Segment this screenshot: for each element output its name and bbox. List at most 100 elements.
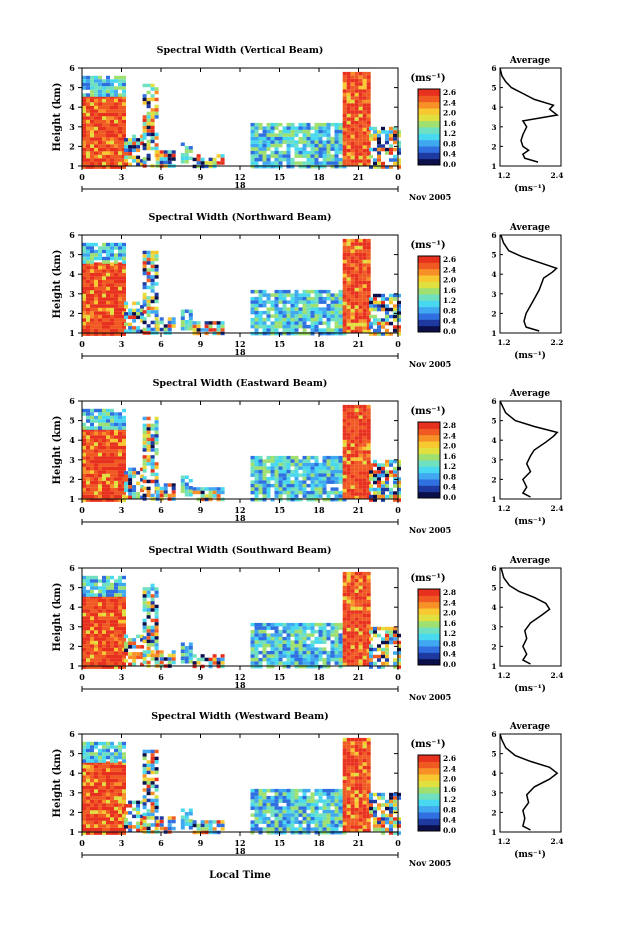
heatmap-cell [94,806,98,811]
avg-x-tick-label: 1.2 [497,338,510,347]
heatmap-cell [106,741,110,746]
heatmap-cell [86,589,90,593]
heatmap-cell [114,664,118,669]
heatmap-cell [106,286,110,290]
heatmap-cell [350,609,355,614]
heatmap-cell [369,300,373,304]
heatmap-cell [302,150,307,155]
heatmap-cell [354,304,359,309]
heatmap-cell [150,118,155,123]
heatmap-cell [358,637,363,642]
heatmap-cell [114,147,118,152]
heatmap-cell [286,629,291,633]
heatmap-cell [110,752,114,756]
heatmap-cell [389,640,393,644]
heatmap-cell [154,253,159,258]
heatmap-cell [122,745,126,749]
colorbar-segment [418,95,440,103]
heatmap-cell [310,147,315,151]
heatmap-cell [294,133,299,137]
heatmap-cell [106,768,110,772]
heatmap-cell [118,422,122,427]
heatmap-cell [350,415,355,419]
heatmap-cell [362,616,367,621]
heatmap-cell [346,266,351,270]
heatmap-cell [102,578,106,583]
heatmap-cell [90,748,94,753]
heatmap-cell [342,106,347,111]
heatmap-cell [154,767,159,771]
heatmap-cell [82,272,86,276]
heatmap-cell [146,784,151,789]
heatmap-cell [102,331,106,336]
heatmap-cell [122,154,126,159]
heatmap-cell [342,290,347,295]
heatmap-cell [286,320,291,325]
heatmap-cell [282,455,287,460]
heatmap-cell [274,795,279,800]
heatmap-cell [132,318,137,323]
heatmap-cell [318,306,323,311]
heatmap-cell [90,741,94,746]
heatmap-cell [90,452,94,457]
heatmap-cell [338,636,343,640]
heatmap-cell [94,824,98,828]
heatmap-cell [350,436,355,440]
heatmap-cell [106,498,110,502]
heatmap-cell [286,660,291,665]
heatmap-cell [270,299,275,304]
heatmap-cell [114,748,118,753]
heatmap-cell [122,112,126,117]
heatmap-cell [102,629,106,634]
heatmap-cell [98,307,102,311]
heatmap-cell [282,636,287,640]
heatmap-cell [366,103,371,107]
heatmap-cell [98,116,102,120]
heatmap-cell [290,133,295,137]
heatmap-cell [298,646,303,651]
heatmap-cell [118,755,122,760]
heatmap-cell [196,827,201,831]
heatmap-cell [377,133,381,138]
heatmap-cell [142,653,147,657]
heatmap-cell [98,165,102,169]
heatmap-cell [110,470,114,474]
heatmap-cell [362,627,367,631]
heatmap-cell [82,249,86,253]
heatmap-cell [302,324,307,328]
heatmap-cell [310,473,315,477]
heatmap-cell [86,408,90,413]
heatmap-cell [342,662,347,666]
colorbar-segment [418,133,440,141]
heatmap-cell [94,105,98,110]
heatmap-cell [114,144,118,148]
heatmap-cell [373,293,377,297]
heatmap-cell [94,140,98,145]
heatmap-cell [306,161,311,165]
heatmap-cell [346,571,351,575]
heatmap-cell [82,820,86,825]
heatmap-cell [330,487,335,491]
heatmap-cell [318,466,323,470]
heatmap-cell [86,123,90,127]
heatmap-cell [86,785,90,790]
heatmap-cell [208,327,213,332]
colorbar-frame [417,88,441,166]
heatmap-cell [342,155,347,160]
heatmap-cell [258,664,263,668]
heatmap-cell [338,133,343,137]
heatmap-cell [86,419,90,423]
heatmap-cell [122,89,126,94]
heatmap-cell [310,813,315,817]
y-tick-label: 1 [69,328,75,338]
heatmap-cell [373,133,377,138]
heatmap-cell [366,478,371,482]
heatmap-cell [262,480,267,484]
heatmap-cell [192,320,197,325]
heatmap-cell [362,585,367,589]
heatmap-cell [250,657,255,661]
heatmap-cell [266,331,271,335]
heatmap-cell [106,105,110,110]
heatmap-cell [350,113,355,118]
heatmap-cell [266,657,271,661]
